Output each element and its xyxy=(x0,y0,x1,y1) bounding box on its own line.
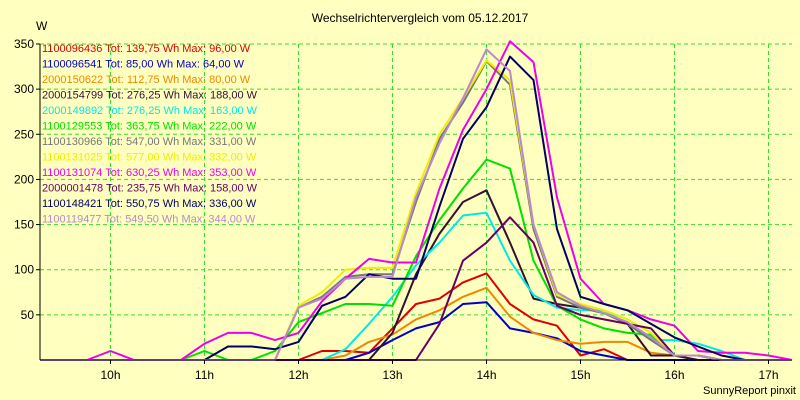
legend-entry-6: 1100130966 Tot: 547,00 Wh Max: 331,00 W xyxy=(42,136,257,148)
y-tick-label: 300 xyxy=(14,82,34,96)
x-tick-label: 17h xyxy=(758,368,778,382)
y-tick-label: 200 xyxy=(14,172,34,186)
legend-entry-9: 2000001478 Tot: 235,75 Wh Max: 158,00 W xyxy=(42,183,258,195)
legend-entry-8: 1100131074 Tot: 630,25 Wh Max: 353,00 W xyxy=(42,167,257,179)
legend-entry-7: 1100131025 Tot: 577,00 Wh Max: 332,00 W xyxy=(42,152,257,164)
legend-entry-11: 1100119477 Tot: 549,50 Wh Max: 344,00 W xyxy=(42,214,256,226)
legend-entry-4: 2000149892 Tot: 276,25 Wh Max: 163,00 W xyxy=(42,105,258,117)
legend-entry-0: 1100096436 Tot: 139,75 Wh Max: 96,00 W xyxy=(42,43,251,55)
y-axis-unit-label: W xyxy=(36,19,48,33)
legend-entry-5: 1100129553 Tot: 363,75 Wh Max: 222,00 W xyxy=(42,121,257,133)
y-tick-label: 50 xyxy=(21,308,35,322)
y-ticks: 50 100 150 200 250 300 350 xyxy=(14,37,40,322)
x-tick-label: 11h xyxy=(195,368,214,382)
y-tick-label: 100 xyxy=(14,263,34,277)
x-tick-label: 13h xyxy=(382,368,402,382)
y-tick-label: 250 xyxy=(14,127,34,141)
x-tick-label: 16h xyxy=(664,368,684,382)
y-tick-label: 150 xyxy=(14,218,34,232)
legend-entry-10: 1100148421 Tot: 550,75 Wh Max: 336,00 W xyxy=(42,198,257,210)
legend-entry-2: 2000150622 Tot: 112,75 Wh Max: 80,00 W xyxy=(42,74,251,86)
grid xyxy=(40,43,792,360)
legend-entry-3: 2000154799 Tot: 276,25 Wh Max: 188,00 W xyxy=(42,90,258,102)
chart-title: Wechselrichtervergleich vom 05.12.2017 xyxy=(312,11,529,25)
x-tick-label: 15h xyxy=(570,368,590,382)
legend: 1100096436 Tot: 139,75 Wh Max: 96,00 W 11… xyxy=(42,43,258,226)
x-tick-label: 14h xyxy=(476,368,496,382)
x-ticks: 10h 11h 12h 13h 14h 15h 16h 17h xyxy=(100,360,779,382)
x-tick-label: 10h xyxy=(100,368,120,382)
legend-entry-1: 1100096541 Tot: 85,00 Wh Max: 64,00 W xyxy=(42,59,245,71)
x-tick-label: 12h xyxy=(288,368,308,382)
y-tick-label: 350 xyxy=(14,37,34,51)
footer-credit: SunnyReport pinxit xyxy=(703,385,796,397)
axes xyxy=(39,44,792,361)
